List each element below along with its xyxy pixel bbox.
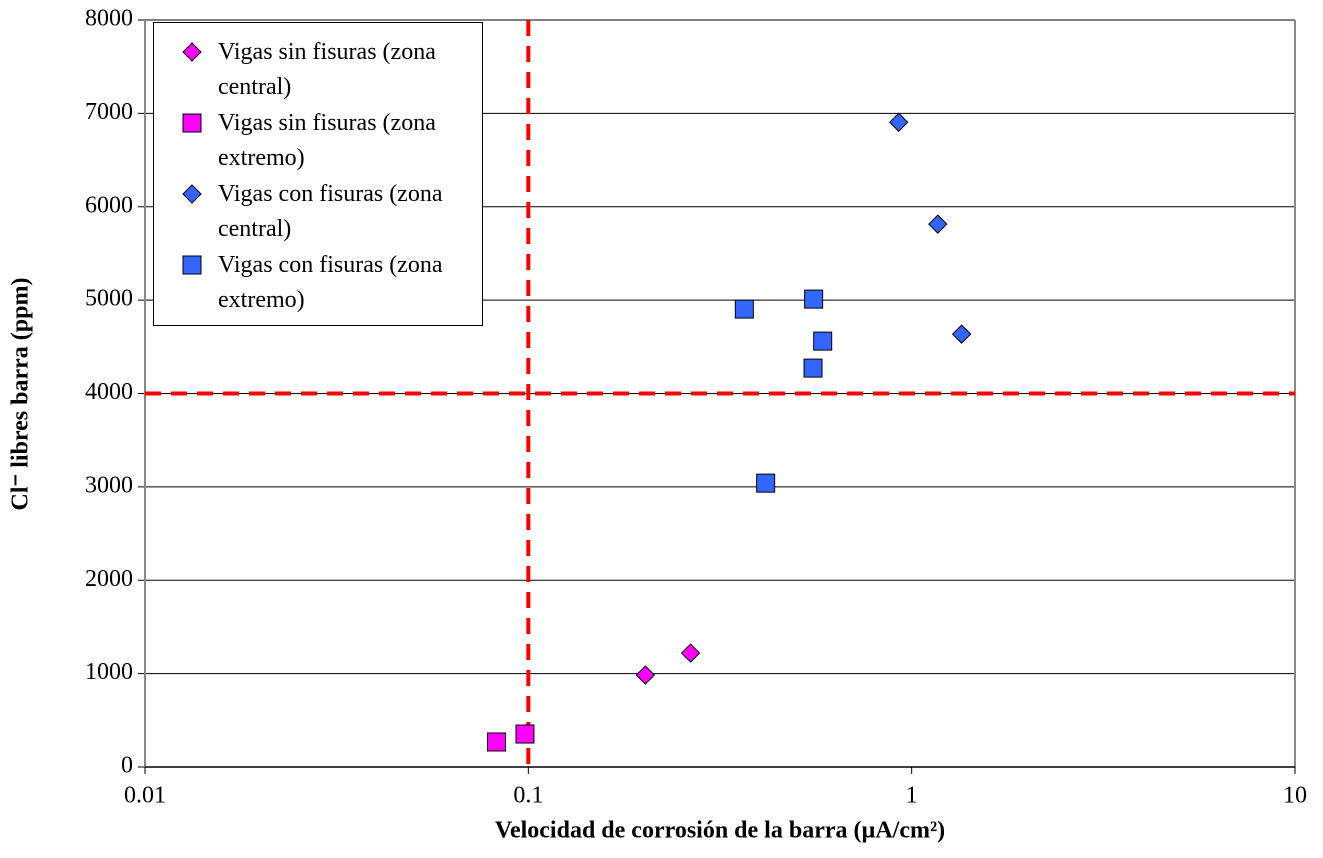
y-tick-label: 8000 — [85, 6, 133, 32]
legend-label: Vigas con fisuras (zona extremo) — [218, 252, 443, 313]
y-tick-label: 7000 — [85, 99, 133, 125]
point — [756, 473, 776, 493]
point — [680, 643, 701, 663]
legend: Vigas sin fisuras (zona central) Vigas si… — [153, 22, 483, 326]
point — [515, 724, 535, 744]
legend-symbol — [182, 255, 202, 275]
point — [951, 324, 972, 344]
point — [803, 358, 823, 378]
point — [928, 214, 948, 234]
legend-label: Vigas sin fisuras (zona central) — [218, 39, 436, 100]
legend-entry: Vigas sin fisuras (zona extremo) — [154, 106, 482, 177]
x-axis-label: Velocidad de corrosión de la barra (µA/c… — [495, 818, 945, 844]
y-tick-label: 5000 — [85, 286, 133, 312]
legend-entry: Vigas con fisuras (zona central) — [154, 177, 482, 248]
x-tick-label: 0.01 — [124, 783, 166, 809]
x-tick-label: 10 — [1283, 783, 1307, 809]
legend-entry: Vigas con fisuras (zona extremo) — [154, 248, 482, 319]
legend-symbol — [182, 113, 202, 133]
legend-symbol — [182, 42, 202, 62]
point — [813, 331, 833, 351]
y-tick-label: 1000 — [85, 659, 133, 685]
y-tick-label: 4000 — [85, 379, 133, 405]
y-tick-label: 2000 — [85, 566, 133, 592]
y-axis-label: Cl⁻ libres barra (ppm) — [8, 278, 34, 511]
legend-label: Vigas con fisuras (zona central) — [218, 181, 443, 242]
legend-label: Vigas sin fisuras (zona extremo) — [218, 110, 436, 171]
y-tick-label: 3000 — [85, 472, 133, 498]
legend-symbol — [182, 184, 202, 204]
point — [804, 289, 824, 309]
legend-marker — [182, 113, 202, 133]
legend-marker — [182, 255, 202, 275]
legend-marker — [182, 42, 202, 62]
point — [888, 112, 909, 132]
point — [734, 299, 754, 319]
y-tick-label: 6000 — [85, 192, 133, 218]
y-tick-label: 0 — [121, 753, 133, 779]
x-tick-label: 1 — [906, 783, 918, 809]
x-tick-label: 0.1 — [513, 783, 543, 809]
point — [635, 665, 656, 685]
legend-marker — [182, 184, 202, 204]
point — [487, 732, 507, 752]
legend-entry: Vigas sin fisuras (zona central) — [154, 35, 482, 106]
